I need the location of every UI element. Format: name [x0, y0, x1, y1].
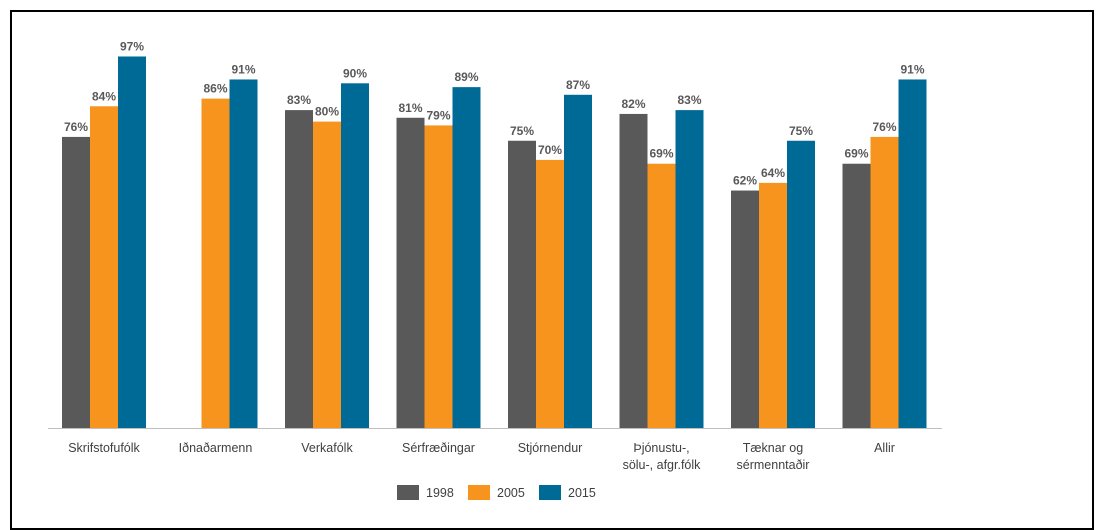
data-label-2005-3: 79%: [426, 108, 450, 122]
bar-2005-4: [536, 159, 564, 428]
bars-group: [62, 56, 927, 429]
category-label-3: Sérfræðingar: [402, 441, 475, 455]
legend-label-2015: 2015: [568, 486, 596, 500]
data-label-2015-2: 90%: [343, 66, 367, 80]
data-label-2015-0: 97%: [120, 39, 144, 53]
bar-chart: 76% 84% 97% 86% 91% 83% 80% 90% 81% 79% 89% 75% 70% 8…: [48, 39, 942, 500]
bar-1998-6: [731, 190, 759, 428]
bar-1998-0: [62, 136, 90, 429]
bar-2015-3: [452, 87, 481, 428]
data-label-1998-3: 81%: [398, 101, 422, 115]
category-label-1: Iðnaðarmenn: [179, 441, 253, 455]
data-label-2015-7: 91%: [900, 62, 924, 76]
data-label-2005-6: 64%: [761, 166, 785, 180]
category-labels-group: Skrifstofufólk Iðnaðarmenn Verkafólk Sérfræ…: [68, 441, 895, 472]
data-label-2015-4: 87%: [566, 78, 590, 92]
category-label-5: Þjónustu-, sölu-, afgr.fólk: [623, 441, 702, 472]
bar-2015-4: [564, 94, 592, 428]
data-label-2005-5: 69%: [649, 147, 673, 161]
data-label-2015-1: 91%: [231, 62, 255, 76]
legend-label-2005: 2005: [497, 486, 525, 500]
bar-1998-3: [396, 117, 425, 429]
category-label-6: Tæknar og sérmenntaðir: [737, 441, 810, 472]
bar-2015-5: [675, 110, 704, 429]
bar-2015-1: [229, 79, 258, 428]
data-label-1998-6: 62%: [733, 174, 757, 188]
bar-1998-7: [842, 163, 871, 429]
bar-2015-6: [787, 140, 815, 428]
data-label-2015-6: 75%: [789, 124, 813, 138]
data-label-2005-4: 70%: [538, 143, 562, 157]
category-label-7: Allir: [874, 441, 895, 455]
bar-1998-4: [508, 140, 536, 428]
data-label-1998-7: 69%: [844, 147, 868, 161]
category-label-4: Stjórnendur: [518, 441, 583, 455]
bar-2005-5: [647, 163, 676, 429]
category-label-2: Verkafólk: [301, 441, 353, 455]
bar-2005-6: [759, 182, 787, 428]
chart-frame: 76% 84% 97% 86% 91% 83% 80% 90% 81% 79% 89% 75% 70% 8…: [10, 10, 1094, 530]
data-label-2005-7: 76%: [872, 120, 896, 134]
legend-label-1998: 1998: [426, 486, 454, 500]
data-label-1998-2: 83%: [287, 93, 311, 107]
data-label-2015-5: 83%: [677, 93, 701, 107]
legend: 1998 2005 2015: [397, 485, 596, 500]
bar-2015-0: [118, 56, 146, 429]
data-label-2005-1: 86%: [203, 82, 227, 96]
bar-2015-2: [341, 83, 369, 429]
data-label-2005-0: 84%: [92, 89, 116, 103]
bar-1998-2: [285, 110, 313, 429]
legend-swatch-2005: [468, 485, 490, 500]
bar-2005-7: [870, 136, 899, 429]
bar-2005-2: [313, 121, 341, 428]
legend-swatch-2015: [539, 485, 561, 500]
bar-1998-5: [619, 113, 648, 428]
data-label-2015-3: 89%: [454, 70, 478, 84]
data-label-1998-0: 76%: [64, 120, 88, 134]
bar-2005-3: [424, 125, 453, 429]
bar-2005-0: [90, 106, 118, 428]
data-labels-group: 76% 84% 97% 86% 91% 83% 80% 90% 81% 79% 89% 75% 70% 8…: [64, 39, 925, 187]
legend-swatch-1998: [397, 485, 419, 500]
bar-2005-1: [201, 98, 230, 429]
bar-2015-7: [898, 79, 927, 428]
category-label-0: Skrifstofufólk: [68, 441, 140, 455]
data-label-1998-5: 82%: [621, 97, 645, 111]
data-label-2005-2: 80%: [315, 105, 339, 119]
data-label-1998-4: 75%: [510, 124, 534, 138]
